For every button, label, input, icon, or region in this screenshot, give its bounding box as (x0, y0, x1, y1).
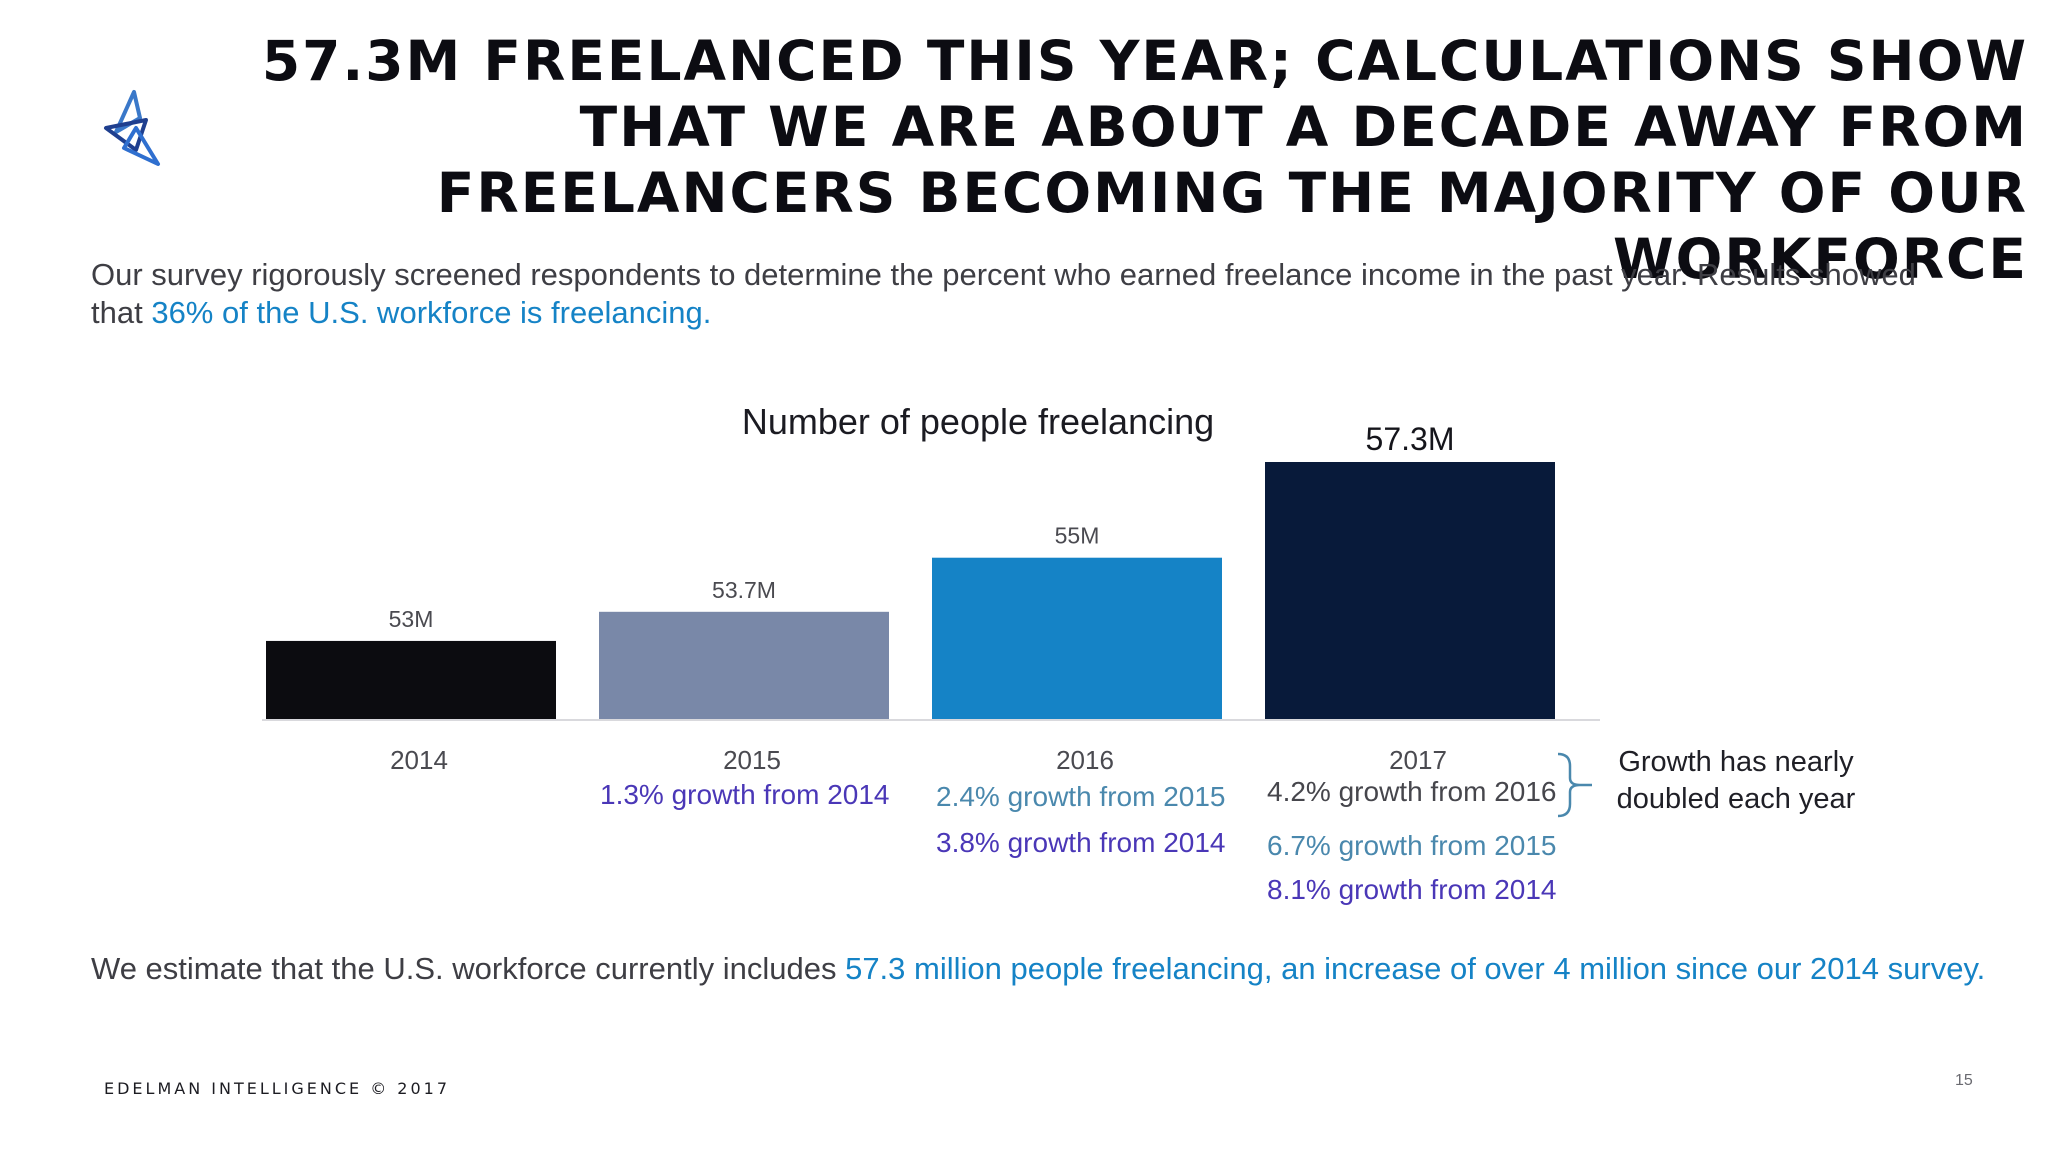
bar-2017 (1265, 462, 1555, 720)
intro-paragraph: Our survey rigorously screened responden… (91, 256, 1971, 332)
bracket-icon (1557, 752, 1592, 818)
intro-highlight: 36% of the U.S. workforce is freelancing… (151, 295, 712, 330)
growth-note-2017-b: 6.7% growth from 2015 (1267, 830, 1557, 861)
footer-copyright: EDELMAN INTELLIGENCE © 2017 (104, 1079, 451, 1098)
summary-paragraph: We estimate that the U.S. workforce curr… (91, 950, 2031, 988)
growth-callout: Growth has nearly doubled each year (1616, 746, 1856, 815)
bar-group (266, 462, 1555, 720)
summary-text: We estimate that the U.S. workforce curr… (91, 951, 846, 986)
summary-highlight: 57.3 million people freelancing, an incr… (845, 951, 1986, 986)
category-label-2017: 2017 (1389, 745, 1447, 775)
chart-title: Number of people freelancing (742, 401, 1214, 442)
growth-note-2015-a: 1.3% growth from 2014 (600, 779, 890, 810)
bar-2015 (599, 611, 889, 720)
brand-logo-icon (104, 90, 160, 166)
growth-note-2017-c: 8.1% growth from 2014 (1267, 874, 1557, 905)
value-label-2017: 57.3M (1366, 421, 1455, 457)
category-label-2016: 2016 (1056, 745, 1114, 775)
value-label-2016: 55M (1055, 523, 1100, 549)
value-label-2015: 53.7M (712, 577, 776, 603)
slide-title: 57.3M FREELANCED THIS YEAR; CALCULATIONS… (261, 29, 2028, 291)
intro-text: Our survey rigorously screened responden… (91, 257, 1916, 330)
value-label-group: 53M 53.7M 55M 57.3M (389, 421, 1455, 632)
value-label-2014: 53M (389, 606, 434, 632)
category-label-2015: 2015 (723, 745, 781, 775)
growth-note-2016-a: 2.4% growth from 2015 (936, 781, 1226, 812)
category-label-2014: 2014 (390, 745, 448, 775)
bar-2016 (932, 557, 1222, 720)
growth-note-2017-a: 4.2% growth from 2016 (1267, 776, 1557, 807)
page-number: 15 (1955, 1072, 1973, 1089)
bar-2014 (266, 640, 556, 720)
category-label-group: 2014 2015 2016 2017 (390, 745, 1447, 775)
growth-note-2016-b: 3.8% growth from 2014 (936, 827, 1226, 858)
